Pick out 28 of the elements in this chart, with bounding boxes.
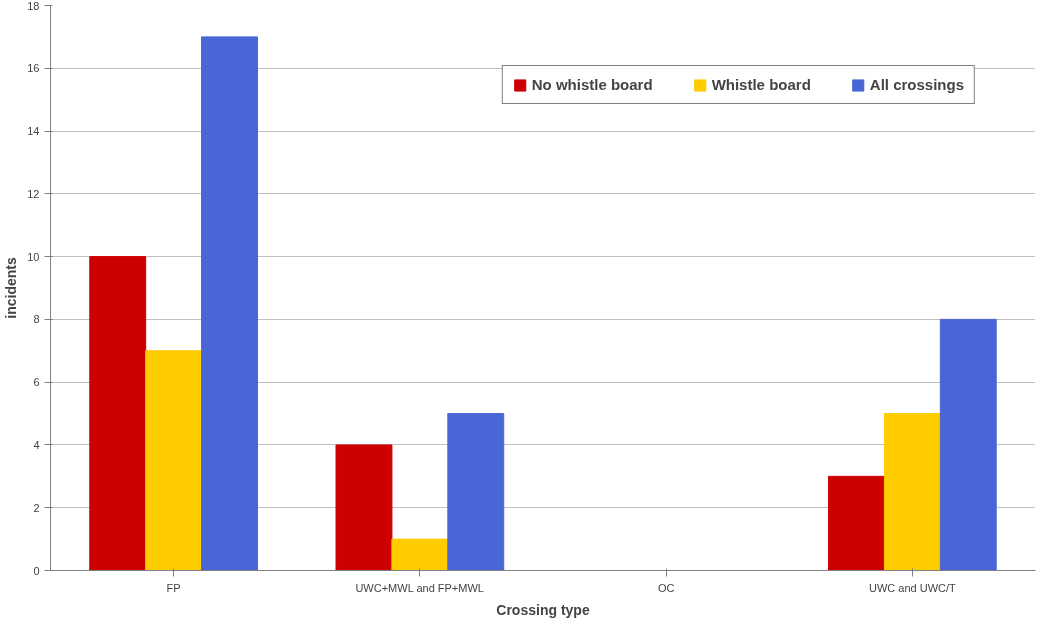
- y-tick-label: 12: [27, 187, 40, 200]
- y-axis-title: incidents: [3, 257, 20, 319]
- y-tick-label: 16: [27, 62, 40, 75]
- bar: [447, 413, 505, 571]
- bar: [883, 413, 941, 571]
- bar: [828, 475, 885, 571]
- y-tick-label: 4: [33, 438, 40, 451]
- y-tick-label: 2: [33, 501, 40, 514]
- y-tick-label: 10: [27, 250, 40, 263]
- x-tick-label: UWC+MWL and FP+MWL: [355, 581, 484, 594]
- bar: [939, 318, 997, 571]
- bar: [335, 444, 393, 571]
- bar: [145, 350, 203, 571]
- y-tick-label: 8: [33, 313, 40, 326]
- x-tick-label: OC: [657, 581, 675, 594]
- bar: [201, 36, 258, 571]
- y-tick-label: 18: [27, 0, 40, 12]
- legend-label: Whistle board: [711, 76, 811, 93]
- legend-label: No whistle board: [531, 76, 653, 93]
- x-tick-label: UWC and UWC/T: [868, 581, 957, 594]
- bar: [391, 538, 449, 571]
- y-tick-label: 14: [27, 125, 40, 138]
- x-axis-title: Crossing type: [496, 601, 590, 618]
- y-tick-label: 6: [33, 376, 40, 389]
- legend-label: All crossings: [869, 76, 964, 93]
- y-tick-label: 0: [33, 564, 40, 577]
- x-tick-label: FP: [166, 581, 181, 594]
- bar: [89, 256, 147, 571]
